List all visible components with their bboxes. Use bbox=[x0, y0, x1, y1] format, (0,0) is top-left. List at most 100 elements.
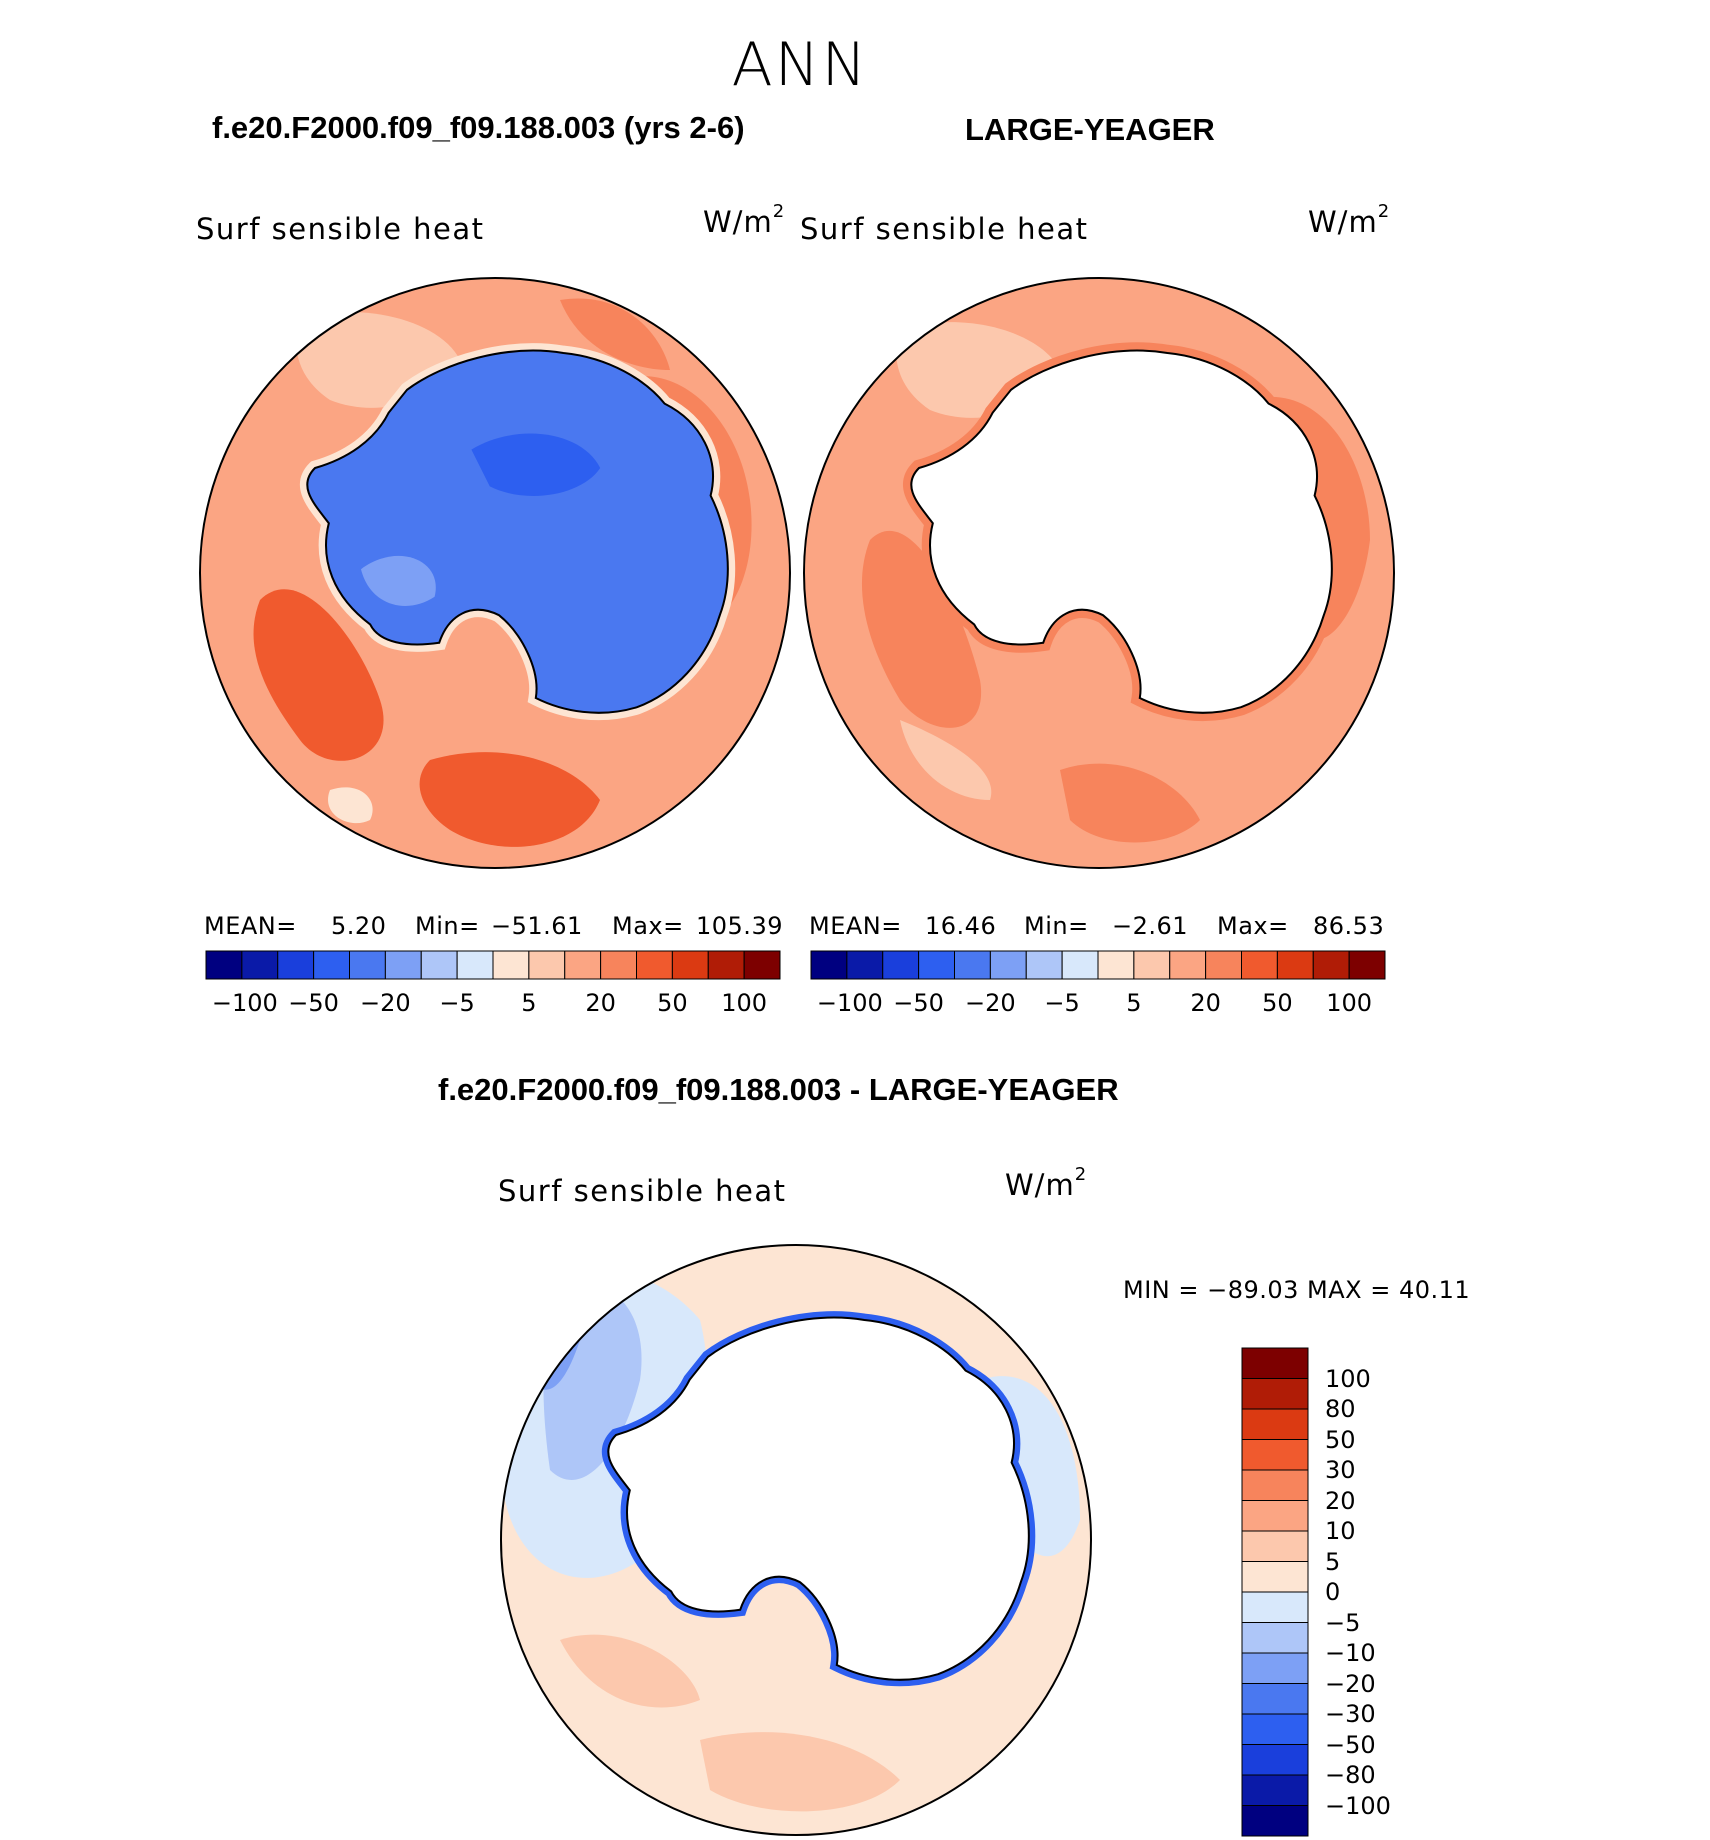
ctrl-stat-mean-label: MEAN= bbox=[809, 912, 902, 940]
diff-map-border bbox=[500, 1244, 1092, 1836]
ctrl-warm-patch bbox=[1060, 763, 1200, 843]
test-map bbox=[200, 278, 790, 868]
test-colorbar-swatch bbox=[349, 950, 386, 980]
test-case-title: f.e20.F2000.f09_f09.188.003 (yrs 2-6) bbox=[212, 110, 745, 145]
diff-colorbar-swatch bbox=[1241, 1439, 1309, 1471]
diff-colorbar-tick-label: −20 bbox=[1325, 1669, 1376, 1698]
ctrl-colorbar-swatch bbox=[918, 950, 955, 980]
diff-colorbar-swatch bbox=[1241, 1591, 1309, 1623]
test-ice-dark bbox=[471, 433, 601, 496]
test-colorbar-swatch bbox=[384, 950, 422, 980]
test-colorbar-swatch bbox=[277, 950, 315, 980]
ctrl-colorbar-tick-label: −100 bbox=[816, 989, 883, 1017]
test-stat-min: −51.61 bbox=[491, 912, 583, 940]
ctrl-stat-min: −2.61 bbox=[1112, 912, 1189, 940]
test-colorbar-swatch bbox=[241, 950, 279, 980]
diff-colorbar-swatch bbox=[1241, 1805, 1309, 1837]
diff-colorbar-tick-label: −80 bbox=[1325, 1761, 1376, 1789]
ctrl-variable-label: Surf sensible heat bbox=[800, 212, 1089, 246]
diff-colorbar-tick-label: 50 bbox=[1325, 1425, 1356, 1454]
test-stat-mean-label: MEAN= bbox=[204, 912, 297, 940]
diff-colorbar-tick-label: −100 bbox=[1325, 1791, 1391, 1820]
ctrl-colorbar-swatch bbox=[1241, 950, 1278, 980]
ctrl-cool-patch bbox=[900, 720, 992, 800]
ctrl-colorbar-swatch bbox=[1097, 950, 1135, 980]
test-colorbar-swatch bbox=[564, 950, 602, 980]
diff-colorbar-swatch bbox=[1241, 1561, 1309, 1593]
test-colorbar-tick-label: 5 bbox=[521, 989, 537, 1017]
test-units-label: W/m2 bbox=[703, 201, 786, 239]
diff-case-title: f.e20.F2000.f09_f09.188.003 - LARGE-YEAG… bbox=[438, 1072, 1119, 1107]
test-colorbar-swatch bbox=[707, 950, 745, 980]
test-warm-patch bbox=[560, 298, 670, 370]
ctrl-colorbar-tick-label: 5 bbox=[1126, 989, 1142, 1017]
test-stat-max-label: Max= bbox=[612, 912, 684, 940]
diff-minmax: MIN = −89.03 MAX = 40.11 bbox=[1123, 1276, 1471, 1304]
ctrl-colorbar bbox=[810, 950, 1386, 980]
test-colorbar-swatch bbox=[636, 950, 673, 980]
ctrl-colorbar-swatch bbox=[1312, 950, 1350, 980]
season-title: ANN bbox=[731, 30, 869, 100]
diff-colorbar-swatch bbox=[1241, 1378, 1309, 1410]
diff-colorbar-tick-label: 20 bbox=[1325, 1486, 1356, 1515]
ctrl-colorbar-swatch bbox=[1276, 950, 1314, 980]
diff-colorbar-tick-label: 5 bbox=[1325, 1547, 1341, 1576]
test-colorbar-swatch bbox=[205, 950, 243, 980]
ctrl-case-title: LARGE-YEAGER bbox=[965, 112, 1215, 147]
test-warm-patch bbox=[253, 589, 384, 761]
diff-colorbar-swatch bbox=[1241, 1774, 1309, 1806]
ctrl-stat-max: 86.53 bbox=[1313, 912, 1385, 940]
ctrl-warm-patch bbox=[861, 530, 982, 728]
diff-colorbar-swatch bbox=[1241, 1347, 1309, 1379]
test-stat-mean: 5.20 bbox=[331, 912, 387, 940]
ctrl-colorbar-swatch bbox=[1133, 950, 1171, 980]
diff-colorbar-swatch bbox=[1241, 1469, 1309, 1501]
test-colorbar-swatch bbox=[600, 950, 637, 980]
ctrl-stat-max-label: Max= bbox=[1217, 912, 1289, 940]
diff-colorbar-tick-label: −5 bbox=[1325, 1608, 1361, 1637]
ctrl-colorbar-swatch bbox=[846, 950, 884, 980]
diff-warm-patch bbox=[700, 1732, 900, 1812]
test-colorbar-swatch bbox=[528, 950, 566, 980]
test-colorbar-tick-label: −5 bbox=[439, 989, 475, 1017]
diff-colorbar-tick-label: −50 bbox=[1325, 1730, 1376, 1759]
diff-colorbar bbox=[1241, 1347, 1309, 1837]
diff-colorbar-tick-label: 100 bbox=[1325, 1364, 1371, 1393]
diff-colorbar-swatch bbox=[1241, 1744, 1309, 1776]
ctrl-colorbar-tick-label: 100 bbox=[1326, 989, 1373, 1017]
diff-units-label: W/m2 bbox=[1005, 1164, 1088, 1202]
ctrl-map bbox=[804, 278, 1394, 868]
test-map-border bbox=[199, 277, 791, 869]
ctrl-colorbar-swatch bbox=[1205, 950, 1242, 980]
test-colorbar-tick-label: 20 bbox=[585, 989, 616, 1017]
diff-colorbar-tick-label: −30 bbox=[1325, 1700, 1376, 1728]
ctrl-colorbar-tick-label: −5 bbox=[1044, 989, 1080, 1017]
test-stat-min-label: Min= bbox=[415, 912, 480, 940]
test-ice-light bbox=[361, 555, 436, 606]
test-colorbar-swatch bbox=[492, 950, 530, 980]
diff-colorbar-tick-label: 10 bbox=[1325, 1517, 1356, 1545]
diff-colorbar-tick-label: 0 bbox=[1325, 1578, 1341, 1606]
ctrl-colorbar-swatch bbox=[1169, 950, 1207, 980]
ctrl-colorbar-swatch bbox=[1025, 950, 1063, 980]
diff-colorbar-swatch bbox=[1241, 1622, 1309, 1654]
test-colorbar-swatch bbox=[456, 950, 494, 980]
ctrl-colorbar-tick-label: 50 bbox=[1262, 989, 1293, 1017]
test-variable-label: Surf sensible heat bbox=[196, 212, 485, 246]
ctrl-colorbar-swatch bbox=[1348, 950, 1386, 980]
ctrl-colorbar-tick-label: −50 bbox=[893, 989, 944, 1017]
diff-warm-patch bbox=[560, 1634, 700, 1708]
test-colorbar-swatch bbox=[313, 950, 350, 980]
test-stat-max: 105.39 bbox=[696, 912, 783, 940]
diff-colorbar-tick-label: −10 bbox=[1325, 1639, 1376, 1667]
diff-colorbar-swatch bbox=[1241, 1652, 1309, 1684]
diff-colorbar-swatch bbox=[1241, 1408, 1309, 1440]
diff-colorbar-swatch bbox=[1241, 1713, 1309, 1745]
test-colorbar-swatch bbox=[671, 950, 709, 980]
test-colorbar-swatch bbox=[743, 950, 781, 980]
test-warm-patch bbox=[419, 752, 600, 847]
ctrl-colorbar-tick-label: 20 bbox=[1190, 989, 1221, 1017]
ctrl-units-label: W/m2 bbox=[1308, 201, 1391, 239]
test-colorbar-tick-label: 100 bbox=[721, 989, 768, 1017]
ctrl-colorbar-swatch bbox=[954, 950, 991, 980]
